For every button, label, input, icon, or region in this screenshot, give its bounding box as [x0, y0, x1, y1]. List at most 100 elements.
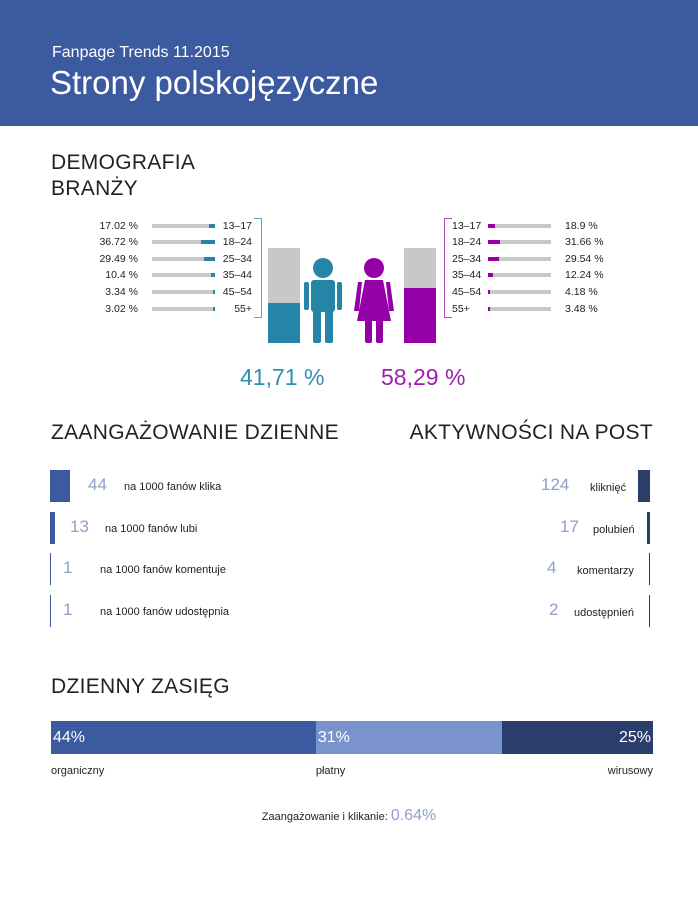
female-age-row: 13–17 18.9 %	[452, 220, 652, 232]
female-age-row: 35–44 12.24 %	[452, 269, 652, 281]
female-pct-bar	[488, 273, 551, 277]
male-pct-label: 17.02 %	[99, 220, 138, 232]
male-pct-bar	[152, 290, 215, 294]
activity-text: kliknięć	[590, 482, 627, 494]
male-pct-bar	[152, 224, 215, 228]
male-age-label: 35–44	[222, 269, 252, 281]
footer-label: Zaangażowanie i klikanie:	[261, 811, 388, 823]
reach-segment-name: wirusowy	[607, 765, 653, 777]
reach-segment-wirusowy: 25%	[502, 721, 653, 754]
female-pct-fill	[488, 290, 490, 294]
male-age-label: 25–34	[222, 253, 252, 265]
male-total-bar	[268, 248, 300, 343]
female-age-label: 35–44	[452, 269, 482, 281]
female-pct-label: 29.54 %	[565, 253, 604, 265]
reach-labels: organiczny płatny wirusowy	[51, 765, 653, 779]
female-pct-bar	[488, 307, 551, 311]
reach-title: DZIENNY ZASIĘG	[51, 675, 230, 698]
engagement-value: 1	[63, 600, 73, 619]
male-age-row: 36.72 % 18–24	[60, 236, 260, 248]
male-age-label: 13–17	[222, 220, 252, 232]
female-age-label: 25–34	[452, 253, 482, 265]
female-age-label: 18–24	[452, 236, 482, 248]
male-pct-label: 10.4 %	[105, 269, 138, 281]
engagement-value: 1	[63, 558, 73, 577]
male-pct-fill	[213, 290, 215, 294]
female-pct-bar	[488, 224, 551, 228]
male-age-row: 29.49 % 25–34	[60, 253, 260, 265]
male-total-label: 41,71 %	[240, 364, 325, 390]
engagement-value: 13	[70, 517, 89, 536]
male-age-label: 55+	[234, 303, 252, 315]
activity-value: 124	[541, 475, 570, 494]
female-pct-label: 3.48 %	[565, 303, 598, 315]
female-total-fill	[404, 287, 436, 343]
engagement-marker	[50, 512, 55, 544]
male-pct-bar	[152, 257, 215, 261]
female-pct-fill	[488, 273, 493, 277]
female-pct-label: 18.9 %	[565, 220, 598, 232]
activity-marker	[649, 595, 651, 627]
male-age-row: 10.4 % 35–44	[60, 269, 260, 281]
reach-bar: 44% 31% 25%	[51, 721, 653, 754]
activity-value: 17	[560, 517, 579, 536]
activity-text: udostępnień	[574, 607, 634, 619]
female-total-label: 58,29 %	[381, 364, 466, 390]
female-pct-fill	[488, 307, 490, 311]
female-pct-label: 31.66 %	[565, 236, 604, 248]
engagement-marker	[50, 553, 51, 585]
engagement-marker	[50, 470, 70, 502]
female-age-row: 18–24 31.66 %	[452, 236, 652, 248]
header-subtitle: Fanpage Trends 11.2015	[52, 44, 230, 61]
female-icon	[354, 258, 394, 343]
male-icon	[304, 258, 342, 343]
activity-marker	[649, 553, 651, 585]
male-age-label: 45–54	[222, 286, 252, 298]
female-pct-fill	[488, 257, 500, 261]
female-pct-bar	[488, 290, 551, 294]
female-age-row: 25–34 29.54 %	[452, 253, 652, 265]
female-pct-label: 4.18 %	[565, 286, 598, 298]
male-age-row: 17.02 % 13–17	[60, 220, 260, 232]
reach-segment-pct: 25%	[618, 729, 651, 746]
male-pct-label: 29.49 %	[99, 253, 138, 265]
engagement-text: na 1000 fanów komentuje	[100, 564, 226, 576]
engagement-value: 44	[88, 475, 107, 494]
page-title: Strony polskojęzyczne	[50, 64, 379, 101]
male-pct-fill	[208, 224, 215, 228]
reach-segment-name: organiczny	[51, 765, 105, 777]
activity-text: komentarzy	[577, 565, 634, 577]
female-age-label: 55+	[452, 303, 470, 315]
male-pct-bar	[152, 307, 215, 311]
reach-segment-name: płatny	[315, 765, 346, 777]
reach-segment-pct: 44%	[53, 729, 86, 746]
female-age-row: 55+ 3.48 %	[452, 303, 652, 315]
male-pct-fill	[211, 273, 215, 277]
engagement-marker	[50, 595, 51, 627]
demographics-title-line2: BRANŻY	[51, 177, 138, 200]
engagement-text: na 1000 fanów lubi	[105, 523, 198, 535]
male-pct-label: 3.02 %	[105, 303, 138, 315]
male-age-row: 3.02 % 55+	[60, 303, 260, 315]
female-age-label: 13–17	[452, 220, 482, 232]
male-total-fill	[268, 303, 300, 343]
male-pct-fill	[201, 240, 215, 244]
male-pct-bar	[152, 273, 215, 277]
activity-marker	[647, 512, 650, 544]
female-pct-bar	[488, 257, 551, 261]
male-pct-label: 3.34 %	[105, 286, 138, 298]
activity-marker	[638, 470, 650, 502]
engagement-text: na 1000 fanów klika	[124, 481, 222, 493]
female-age-row: 45–54 4.18 %	[452, 286, 652, 298]
male-age-label: 18–24	[222, 236, 252, 248]
male-pct-fill	[213, 307, 215, 311]
footer-value: 0.64%	[390, 807, 437, 824]
male-bracket	[254, 218, 262, 318]
female-total-bar	[404, 248, 436, 343]
female-age-label: 45–54	[452, 286, 482, 298]
demographics-title-line1: DEMOGRAFIA	[51, 151, 196, 174]
engagement-title: ZAANGAŻOWANIE DZIENNE	[51, 421, 339, 444]
activity-value: 2	[549, 600, 559, 619]
reach-footer: Zaangażowanie i klikanie: 0.64%	[0, 807, 698, 825]
male-pct-label: 36.72 %	[99, 236, 138, 248]
